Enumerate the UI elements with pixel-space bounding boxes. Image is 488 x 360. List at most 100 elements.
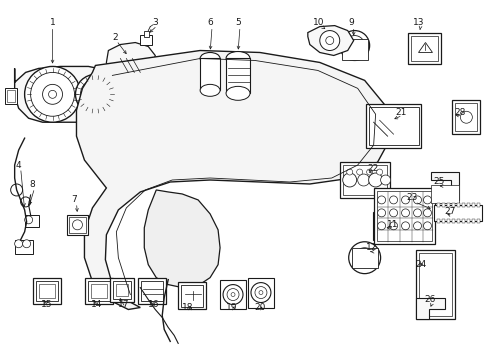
Bar bbox=[373, 188, 435, 244]
Ellipse shape bbox=[200, 84, 220, 96]
Circle shape bbox=[401, 196, 408, 204]
Circle shape bbox=[350, 41, 358, 50]
Circle shape bbox=[378, 223, 388, 233]
Text: 6: 6 bbox=[207, 18, 213, 27]
Text: 13: 13 bbox=[412, 18, 424, 27]
Polygon shape bbox=[144, 190, 220, 288]
Circle shape bbox=[366, 169, 372, 175]
Circle shape bbox=[377, 222, 385, 230]
Text: 25: 25 bbox=[433, 177, 444, 186]
Bar bbox=[471, 203, 474, 207]
Bar bbox=[410, 36, 438, 62]
Bar bbox=[451, 203, 454, 207]
Circle shape bbox=[319, 31, 339, 50]
Bar bbox=[36, 280, 58, 301]
Text: 14: 14 bbox=[91, 300, 102, 309]
Bar bbox=[462, 203, 465, 207]
Bar bbox=[442, 219, 445, 223]
Bar bbox=[456, 219, 459, 223]
Bar bbox=[467, 219, 469, 223]
Circle shape bbox=[380, 175, 390, 185]
Bar bbox=[467, 203, 469, 207]
Circle shape bbox=[423, 222, 430, 230]
Text: 3: 3 bbox=[152, 18, 158, 27]
Text: 8: 8 bbox=[30, 180, 36, 189]
Circle shape bbox=[413, 222, 421, 230]
Bar bbox=[351, 248, 377, 268]
Polygon shape bbox=[307, 26, 353, 55]
Text: 19: 19 bbox=[226, 303, 237, 312]
Bar bbox=[462, 219, 465, 223]
Bar bbox=[178, 282, 205, 310]
Bar bbox=[113, 280, 131, 298]
Bar bbox=[144, 31, 149, 37]
Circle shape bbox=[20, 197, 31, 207]
Text: 4: 4 bbox=[16, 161, 21, 170]
Bar bbox=[85, 278, 113, 303]
Text: 12: 12 bbox=[365, 243, 377, 252]
Bar bbox=[225, 58, 249, 93]
Circle shape bbox=[413, 196, 421, 204]
Circle shape bbox=[24, 67, 81, 122]
Bar bbox=[200, 58, 220, 90]
Bar bbox=[88, 280, 110, 301]
Bar bbox=[5, 88, 17, 104]
Bar bbox=[141, 280, 163, 301]
Bar bbox=[368, 107, 418, 145]
Bar bbox=[374, 214, 392, 238]
Circle shape bbox=[24, 216, 33, 224]
Bar bbox=[471, 219, 474, 223]
Circle shape bbox=[401, 222, 408, 230]
Circle shape bbox=[226, 289, 239, 301]
Bar bbox=[24, 215, 39, 227]
Circle shape bbox=[423, 209, 430, 217]
Circle shape bbox=[423, 196, 430, 204]
Text: 16: 16 bbox=[147, 300, 159, 309]
Circle shape bbox=[81, 80, 110, 109]
Circle shape bbox=[88, 87, 102, 101]
Bar bbox=[451, 100, 479, 134]
Bar bbox=[456, 203, 459, 207]
Circle shape bbox=[75, 75, 115, 114]
Text: 7: 7 bbox=[71, 195, 77, 204]
Circle shape bbox=[42, 84, 62, 104]
Text: 24: 24 bbox=[414, 260, 425, 269]
Text: 2: 2 bbox=[112, 33, 118, 42]
Text: 1: 1 bbox=[50, 18, 55, 27]
Bar bbox=[476, 203, 479, 207]
Circle shape bbox=[377, 209, 385, 217]
Ellipse shape bbox=[225, 51, 249, 66]
Polygon shape bbox=[106, 42, 155, 82]
Bar bbox=[91, 284, 107, 298]
Bar bbox=[33, 278, 61, 303]
Bar bbox=[451, 219, 454, 223]
Bar bbox=[437, 203, 440, 207]
Circle shape bbox=[22, 240, 31, 248]
Bar bbox=[181, 285, 203, 306]
Bar bbox=[220, 280, 245, 310]
Circle shape bbox=[259, 291, 263, 294]
Bar bbox=[116, 284, 128, 296]
Circle shape bbox=[11, 184, 22, 196]
Polygon shape bbox=[15, 67, 130, 122]
Ellipse shape bbox=[200, 53, 220, 64]
Circle shape bbox=[325, 37, 333, 45]
Text: 22: 22 bbox=[366, 163, 378, 172]
Text: 21: 21 bbox=[394, 108, 406, 117]
Circle shape bbox=[401, 209, 408, 217]
Bar bbox=[407, 32, 441, 64]
Text: 17: 17 bbox=[117, 300, 129, 309]
Circle shape bbox=[376, 169, 382, 175]
Circle shape bbox=[48, 90, 57, 98]
Bar bbox=[341, 39, 367, 60]
Circle shape bbox=[354, 248, 374, 268]
Text: 5: 5 bbox=[235, 18, 241, 27]
Text: 9: 9 bbox=[348, 18, 354, 27]
Text: 18: 18 bbox=[182, 303, 194, 312]
Circle shape bbox=[250, 283, 270, 302]
Bar bbox=[454, 103, 476, 131]
Bar bbox=[437, 219, 440, 223]
Bar bbox=[342, 165, 386, 195]
Bar bbox=[110, 278, 134, 302]
Circle shape bbox=[72, 220, 82, 230]
